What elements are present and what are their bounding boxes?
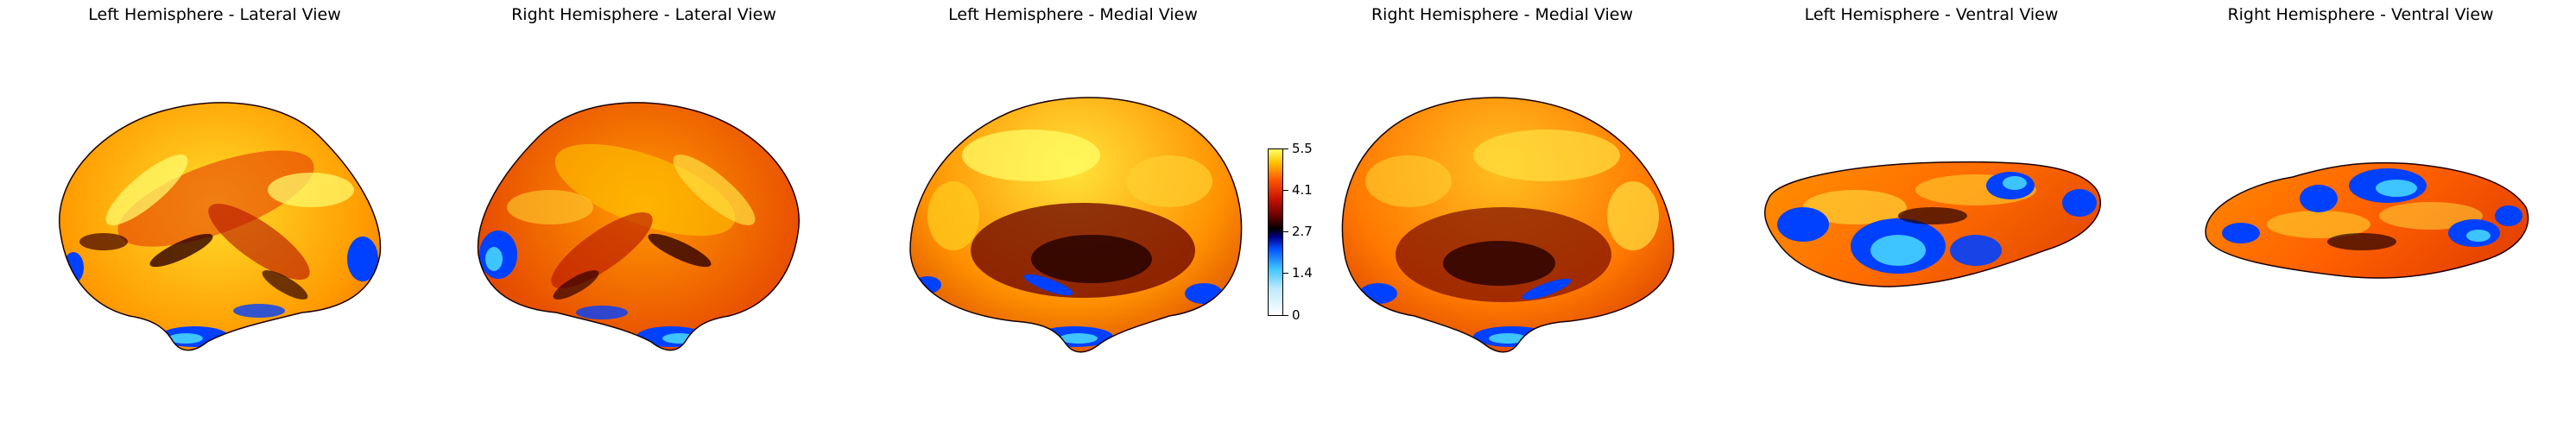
colorbar-tick [1283,148,1288,149]
panel-left-lateral: Left Hemisphere - Lateral View [0,0,429,442]
panel-title: Left Hemisphere - Ventral View [1804,5,2059,24]
panel-title: Right Hemisphere - Medial View [1370,5,1634,24]
panel-left-medial: Left Hemisphere - Medial View [858,0,1288,442]
brain-surface-left-lateral [59,102,382,351]
colorbar-tick [1283,273,1288,274]
brain-surface-right-ventral [2205,161,2529,279]
colorbar-tick-label: 4.1 [1292,182,1313,198]
colorbar-tick [1283,231,1288,232]
colorbar-tick-label: 2.7 [1292,224,1313,239]
colorbar-tick [1283,315,1288,316]
brain-surface-right-medial [1341,97,1674,353]
colorbar-tick-label: 0 [1292,307,1301,323]
colorbar-gradient [1268,148,1283,316]
brain-surface-left-ventral [1763,161,2102,287]
brain-surface-right-lateral [477,102,800,351]
panel-left-ventral: Left Hemisphere - Ventral View [1717,0,2146,442]
panel-title: Right Hemisphere - Ventral View [2227,5,2494,24]
panel-title: Left Hemisphere - Medial View [948,5,1198,24]
brain-surface-left-medial [909,97,1243,353]
colorbar-tick [1283,190,1288,191]
panel-title: Right Hemisphere - Lateral View [511,5,776,24]
panel-right-ventral: Right Hemisphere - Ventral View [2146,0,2575,442]
panel-right-lateral: Right Hemisphere - Lateral View [429,0,858,442]
colorbar: 5.5 4.1 2.7 1.4 0 [1268,142,1351,323]
colorbar-tick-label: 1.4 [1292,265,1313,281]
panel-title: Left Hemisphere - Lateral View [88,5,341,24]
colorbar-tick-label: 5.5 [1292,141,1313,156]
panel-right-medial: Right Hemisphere - Medial View [1288,0,1717,442]
